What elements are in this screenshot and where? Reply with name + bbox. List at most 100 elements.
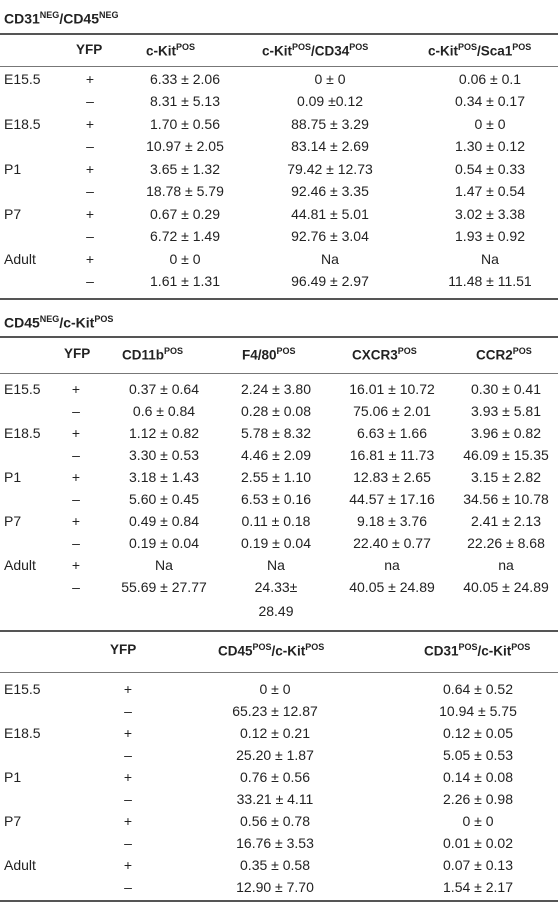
f480-cell: 4.46 ± 2.09 xyxy=(241,447,311,463)
ckit-sca1-cell: 0.54 ± 0.33 xyxy=(455,161,525,177)
stage-cell: E18.5 xyxy=(4,725,41,741)
ckit-cd34-cell: 0 ± 0 xyxy=(314,71,346,87)
f480-cell: 28.49 xyxy=(258,603,294,619)
cxcr3-cell: 12.83 ± 2.65 xyxy=(353,469,431,485)
ckit-cd34-cell: 44.81 ± 5.01 xyxy=(291,206,369,222)
table2-header-ccr2: CCR2POS xyxy=(476,346,532,363)
ckit-cell: 0.67 ± 0.29 xyxy=(150,206,220,222)
ckit-cell: 0 ± 0 xyxy=(169,251,201,267)
table2-header-rule xyxy=(0,373,558,374)
ckit-sca1-cell: Na xyxy=(481,251,499,267)
ccr2-cell: na xyxy=(498,557,514,573)
table-row: – 33.21 ± 4.11 2.26 ± 0.98 xyxy=(0,790,558,812)
ccr2-cell: 3.15 ± 2.82 xyxy=(471,469,541,485)
yfp-cell: + xyxy=(85,251,95,267)
cd11b-cell: 0.6 ± 0.84 xyxy=(132,403,196,419)
yfp-cell: + xyxy=(71,513,81,529)
cd31-ckit-cell: 5.05 ± 0.53 xyxy=(443,747,513,763)
table1-header-ckit: c-KitPOS xyxy=(146,42,196,59)
ckit-cd34-cell: 0.09 ±0.12 xyxy=(296,93,364,109)
table1-header-ckit-cd34: c-KitPOS/CD34POS xyxy=(262,42,369,59)
cd31-ckit-cell: 0 ± 0 xyxy=(462,813,494,829)
table-row: – 12.90 ± 7.70 1.54 ± 2.17 xyxy=(0,878,558,900)
table-row: P1 +3.65 ± 1.32 79.42 ± 12.73 0.54 ± 0.33 xyxy=(0,160,558,182)
table3-header-rule xyxy=(0,672,558,673)
ckit-cell: 18.78 ± 5.79 xyxy=(146,183,224,199)
table3-header-cd31-ckit: CD31POS/c-KitPOS xyxy=(424,642,531,659)
ccr2-cell: 2.41 ± 2.13 xyxy=(471,513,541,529)
table-row: – 6.72 ± 1.49 92.76 ± 3.04 1.93 ± 0.92 xyxy=(0,227,558,250)
yfp-cell: – xyxy=(86,183,94,199)
stage-cell: P1 xyxy=(4,161,22,177)
cd45-ckit-cell: 0.56 ± 0.78 xyxy=(240,813,310,829)
cd31-ckit-cell: 0.64 ± 0.52 xyxy=(443,681,513,697)
f480-cell: 5.78 ± 8.32 xyxy=(241,425,311,441)
f480-cell: Na xyxy=(267,557,285,573)
yfp-cell: – xyxy=(124,791,132,807)
table-row: E15.5 +6.33 ± 2.06 0 ± 0 0.06 ± 0.1 xyxy=(0,70,558,92)
table-row: – 0.6 ± 0.84 0.28 ± 0.08 75.06 ± 2.01 3.93 ±… xyxy=(0,402,558,424)
table1-bottom-rule xyxy=(0,298,558,300)
cd45-ckit-cell: 33.21 ± 4.11 xyxy=(236,791,314,807)
cxcr3-cell: 22.40 ± 0.77 xyxy=(353,535,431,551)
ckit-cd34-cell: 92.46 ± 3.35 xyxy=(291,183,369,199)
yfp-cell: + xyxy=(123,813,133,829)
yfp-cell: – xyxy=(72,447,80,463)
yfp-cell: + xyxy=(123,769,133,785)
cd11b-cell: 0.19 ± 0.04 xyxy=(129,535,199,551)
cxcr3-cell: 16.81 ± 11.73 xyxy=(349,447,435,463)
table-row: – 0.19 ± 0.04 0.19 ± 0.04 22.40 ± 0.77 22.26… xyxy=(0,534,558,556)
yfp-cell: + xyxy=(85,161,95,177)
cxcr3-cell: 9.18 ± 3.76 xyxy=(357,513,427,529)
cd31-ckit-cell: 0.01 ± 0.02 xyxy=(443,835,513,851)
table-row: – 1.61 ± 1.31 96.49 ± 2.97 11.48 ± 11.51 xyxy=(0,272,558,295)
ckit-sca1-cell: 0.06 ± 0.1 xyxy=(458,71,522,87)
stage-cell: E15.5 xyxy=(4,681,41,697)
cxcr3-cell: 75.06 ± 2.01 xyxy=(353,403,431,419)
f480-cell: 24.33± xyxy=(254,579,298,595)
yfp-cell: – xyxy=(86,273,94,289)
stage-cell: Adult xyxy=(4,557,36,573)
ckit-sca1-cell: 1.93 ± 0.92 xyxy=(455,228,525,244)
ckit-cd34-cell: Na xyxy=(321,251,339,267)
ckit-sca1-cell: 0.34 ± 0.17 xyxy=(455,93,525,109)
ckit-sca1-cell: 1.30 ± 0.12 xyxy=(455,138,525,154)
table-row: E18.5 +0.12 ± 0.21 0.12 ± 0.05 xyxy=(0,724,558,746)
cd31-ckit-cell: 10.94 ± 5.75 xyxy=(439,703,517,719)
yfp-cell: + xyxy=(71,469,81,485)
ccr2-cell: 3.96 ± 0.82 xyxy=(471,425,541,441)
cxcr3-cell: 16.01 ± 10.72 xyxy=(349,381,435,397)
table3-header-yfp: YFP xyxy=(110,642,137,657)
cd31-ckit-cell: 0.14 ± 0.08 xyxy=(443,769,513,785)
yfp-cell: – xyxy=(124,879,132,895)
table-row: Adult +0 ± 0 Na Na xyxy=(0,250,558,272)
yfp-cell: – xyxy=(86,138,94,154)
ckit-cell: 8.31 ± 5.13 xyxy=(150,93,220,109)
yfp-cell: – xyxy=(72,403,80,419)
ckit-cd34-cell: 96.49 ± 2.97 xyxy=(291,273,369,289)
table-row: P1 +0.76 ± 0.56 0.14 ± 0.08 xyxy=(0,768,558,790)
table-row: E18.5 +1.70 ± 0.56 88.75 ± 3.29 0 ± 0 xyxy=(0,115,558,137)
table2-header-cxcr3: CXCR3POS xyxy=(352,346,417,363)
stage-cell: P7 xyxy=(4,813,22,829)
cd31-ckit-cell: 2.26 ± 0.98 xyxy=(443,791,513,807)
stage-cell: E15.5 xyxy=(4,71,41,87)
cd11b-cell: 1.12 ± 0.82 xyxy=(129,425,199,441)
ccr2-cell: 40.05 ± 24.89 xyxy=(463,579,549,595)
table2-body: E15.5 +0.37 ± 0.64 2.24 ± 3.80 16.01 ± 10.7… xyxy=(0,380,558,622)
f480-cell: 2.24 ± 3.80 xyxy=(241,381,311,397)
f480-cell: 0.28 ± 0.08 xyxy=(241,403,311,419)
table-row: – 25.20 ± 1.87 5.05 ± 0.53 xyxy=(0,746,558,768)
ckit-cd34-cell: 83.14 ± 2.69 xyxy=(291,138,369,154)
cd31-ckit-cell: 0.12 ± 0.05 xyxy=(443,725,513,741)
cxcr3-cell: na xyxy=(384,557,400,573)
yfp-cell: + xyxy=(71,557,81,573)
yfp-cell: – xyxy=(124,835,132,851)
ccr2-cell: 34.56 ± 10.78 xyxy=(463,491,549,507)
table2-title: CD45NEG/c-KitPOS xyxy=(4,314,114,331)
table-row: – 65.23 ± 12.87 10.94 ± 5.75 xyxy=(0,702,558,724)
yfp-cell: + xyxy=(123,681,133,697)
ccr2-cell: 3.93 ± 5.81 xyxy=(471,403,541,419)
table-row: – 3.30 ± 0.53 4.46 ± 2.09 16.81 ± 11.73 46.0… xyxy=(0,446,558,468)
table3-body: E15.5 +0 ± 0 0.64 ± 0.52 – 65.23 ± 12.87 10.9… xyxy=(0,680,558,900)
